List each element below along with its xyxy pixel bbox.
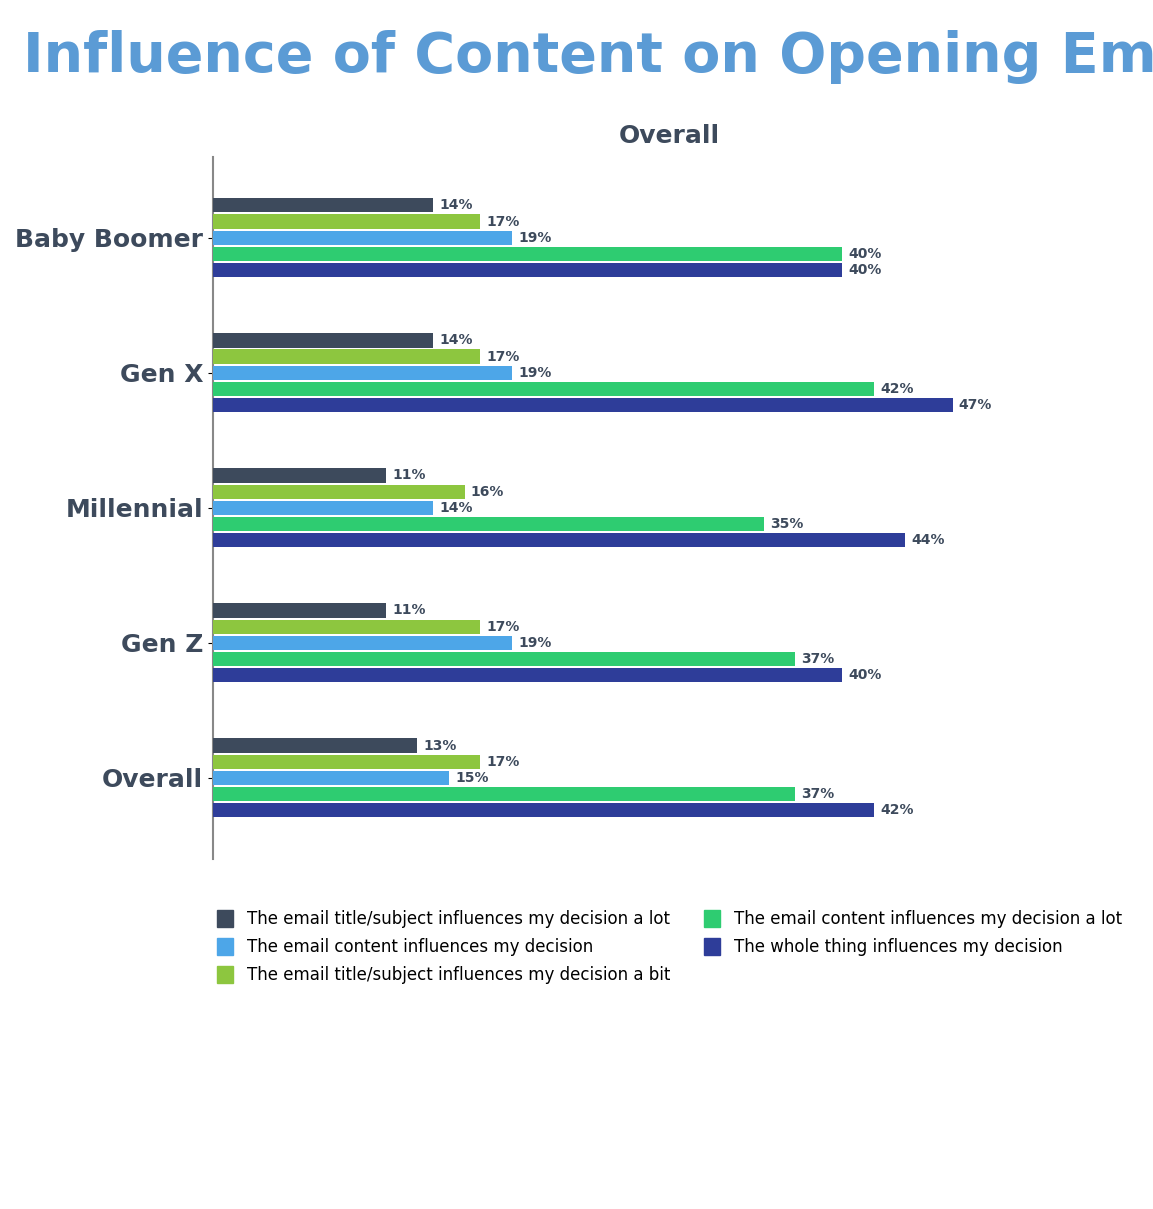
Bar [212,334,434,347]
Bar [212,398,952,412]
Text: 44%: 44% [912,533,945,548]
Bar [212,198,434,213]
Text: 42%: 42% [880,382,913,397]
Bar [212,619,481,634]
Bar [212,247,843,261]
Text: 19%: 19% [518,636,551,650]
Text: 17%: 17% [487,349,520,364]
Bar [212,231,512,245]
Text: 17%: 17% [487,620,520,634]
Text: 19%: 19% [518,366,551,380]
Text: 40%: 40% [849,264,882,277]
Bar [212,501,434,515]
Bar [212,468,386,482]
Bar [212,485,465,499]
Text: 37%: 37% [801,787,835,802]
Text: 17%: 17% [487,754,520,769]
Title: Overall: Overall [619,123,719,147]
Text: 13%: 13% [423,739,457,752]
Bar [212,803,874,817]
Bar [212,264,843,277]
Bar [212,771,449,785]
Bar [212,517,763,531]
Text: Influence of Content on Opening Email: Influence of Content on Opening Email [23,30,1153,85]
Bar [212,214,481,229]
Bar [212,669,843,682]
Text: 47%: 47% [959,398,993,412]
Text: 16%: 16% [470,485,504,498]
Bar [212,754,481,769]
Text: 42%: 42% [880,803,913,817]
Bar [212,787,796,802]
Text: 14%: 14% [439,501,473,515]
Bar [212,349,481,364]
Text: 17%: 17% [487,214,520,229]
Bar [212,603,386,618]
Text: 19%: 19% [518,231,551,244]
Text: 40%: 40% [849,247,882,261]
Legend: The email title/subject influences my decision a lot, The email content influenc: The email title/subject influences my de… [210,903,1129,991]
Text: 11%: 11% [392,603,425,618]
Bar [212,365,512,380]
Bar [212,739,417,753]
Text: 37%: 37% [801,652,835,666]
Bar [212,652,796,666]
Bar [212,382,874,397]
Text: 14%: 14% [439,334,473,347]
Bar [212,533,905,548]
Text: 14%: 14% [439,198,473,213]
Text: 11%: 11% [392,468,425,482]
Text: 40%: 40% [849,669,882,682]
Text: 35%: 35% [770,517,804,531]
Bar [212,636,512,650]
Text: 15%: 15% [455,771,489,785]
